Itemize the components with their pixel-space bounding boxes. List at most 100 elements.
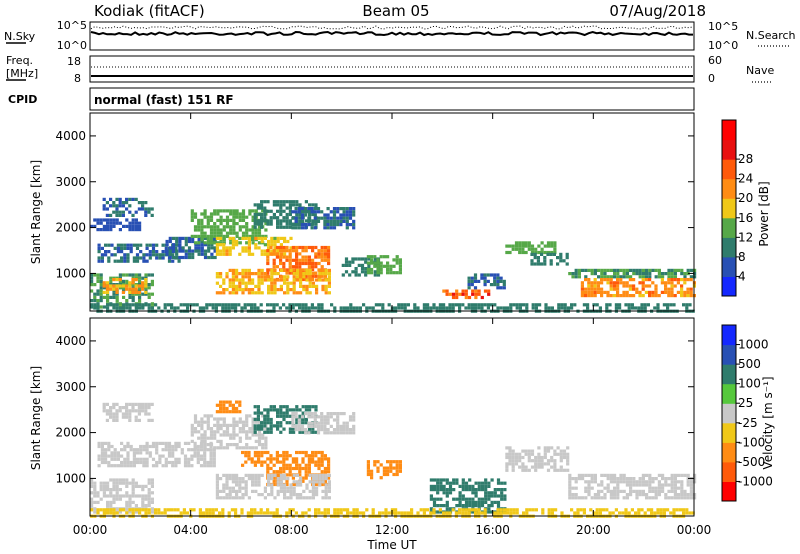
heatmap-cell-12	[537, 452, 541, 456]
heatmap-cell-3	[200, 246, 204, 250]
heatmap-cell-12	[534, 462, 538, 466]
heatmap-cell-11	[432, 500, 437, 504]
heatmap-cell-11	[445, 504, 449, 508]
heatmap-cell-13	[686, 483, 690, 487]
heatmap-cell-12	[527, 452, 531, 456]
heatmap-cell-17	[540, 252, 544, 256]
heatmap-cell-0	[112, 478, 116, 482]
heatmap-cell-16	[540, 241, 544, 245]
heatmap-cell-14	[455, 295, 459, 300]
heatmap-cell-20	[128, 306, 132, 310]
heatmap-cell-11	[493, 491, 497, 495]
heatmap-cell-9	[291, 415, 295, 419]
heatmap-cell-14	[259, 511, 263, 515]
heatmap-cell-7	[238, 496, 242, 500]
heatmap-cell-14	[464, 292, 468, 296]
heatmap-cell-14	[403, 511, 407, 515]
heatmap-cell-14	[483, 508, 487, 512]
heatmap-cell-13	[593, 473, 597, 477]
heatmap-cell-20	[666, 303, 670, 307]
heatmap-cell-11	[294, 226, 298, 230]
heatmap-cell-3	[181, 249, 185, 253]
heatmap-cell-0	[147, 494, 151, 498]
heatmap-cell-14	[122, 508, 126, 512]
heatmap-cell-7	[270, 486, 274, 490]
heatmap-cell-2	[107, 243, 111, 247]
heatmap-cell-11	[493, 488, 497, 492]
heatmap-cell-2	[120, 259, 124, 263]
heatmap-cell-20	[454, 303, 458, 307]
heatmap-cell-20	[442, 306, 446, 310]
heatmap-cell-10	[285, 200, 289, 204]
heatmap-cell-14	[669, 511, 673, 515]
heatmap-cell-1	[142, 444, 146, 449]
heatmap-cell-13	[386, 271, 390, 275]
heatmap-cell-13	[670, 496, 674, 500]
heatmap-cell-11	[316, 210, 321, 214]
heatmap-cell-10	[276, 219, 280, 223]
heatmap-cell-20	[525, 303, 529, 307]
heatmap-cell-11	[496, 494, 501, 498]
heatmap-cell-6	[213, 231, 217, 235]
heatmap-cell-2	[113, 259, 117, 263]
heatmap-cell-19	[593, 290, 597, 294]
heatmap-cell-8	[256, 414, 260, 418]
heatmap-cell-20	[381, 303, 385, 307]
heatmap-cell-2	[128, 409, 132, 413]
heatmap-cell-6	[209, 231, 214, 235]
heatmap-cell-14	[656, 508, 660, 512]
heatmap-cell-19	[641, 284, 645, 288]
heatmap-cell-10	[263, 206, 267, 210]
heatmap-cell-5	[134, 210, 138, 214]
heatmap-cell-14	[166, 508, 170, 512]
heatmap-cell-3	[171, 249, 176, 253]
heatmap-cell-4	[128, 228, 132, 232]
heatmap-cell-7	[263, 486, 267, 490]
cpid-label: CPID	[8, 93, 37, 106]
heatmap-cell-5	[118, 197, 122, 201]
heatmap-cell-15	[473, 273, 478, 277]
heatmap-cell-0	[131, 491, 135, 495]
heatmap-cell-9	[235, 291, 239, 295]
heatmap-cell-17	[562, 259, 566, 263]
heatmap-cell-11	[352, 210, 356, 214]
heatmap-cell-13	[654, 496, 658, 500]
heatmap-cell-17	[565, 256, 569, 260]
heatmap-cell-7	[219, 249, 223, 253]
heatmap-cell-20	[627, 303, 631, 307]
heatmap-cell-11	[294, 210, 298, 214]
heatmap-cell-3	[200, 427, 204, 431]
heatmap-cell-19	[609, 294, 613, 298]
heatmap-cell-4	[125, 224, 129, 228]
heatmap-cell-12	[364, 273, 368, 277]
heatmap-cell-6	[264, 228, 268, 232]
heatmap-cell-7	[251, 483, 255, 487]
heatmap-cell-0	[125, 491, 129, 495]
heatmap-cell-14	[515, 508, 519, 512]
heatmap-cell-3	[216, 423, 220, 427]
heatmap-cell-6	[307, 457, 311, 461]
heatmap-cell-8	[295, 245, 299, 250]
heatmap-cell-13	[648, 480, 652, 484]
heatmap-cell-20	[538, 303, 542, 307]
heatmap-cell-11	[500, 488, 504, 492]
heatmap-cell-5	[118, 201, 122, 205]
heatmap-cell-0	[109, 279, 113, 283]
heatmap-cell-18	[593, 268, 597, 272]
heatmap-cell-6	[272, 457, 276, 461]
heatmap-cell-6	[272, 470, 276, 474]
heatmap-cell-3	[209, 430, 214, 434]
heatmap-cell-1	[193, 441, 197, 445]
heatmap-cell-1	[203, 448, 207, 452]
heatmap-cell-13	[593, 493, 597, 497]
heatmap-cell-11	[316, 219, 321, 223]
heatmap-cell-3	[187, 255, 192, 260]
heatmap-cell-14	[608, 511, 612, 515]
heatmap-cell-6	[291, 482, 295, 487]
heatmap-cell-19	[680, 287, 684, 291]
heatmap-cell-0	[90, 500, 94, 504]
heatmap-cell-11	[480, 481, 485, 485]
heatmap-cell-7	[273, 243, 277, 247]
heatmap-cell-16	[550, 244, 554, 248]
heatmap-cell-1	[212, 464, 216, 468]
